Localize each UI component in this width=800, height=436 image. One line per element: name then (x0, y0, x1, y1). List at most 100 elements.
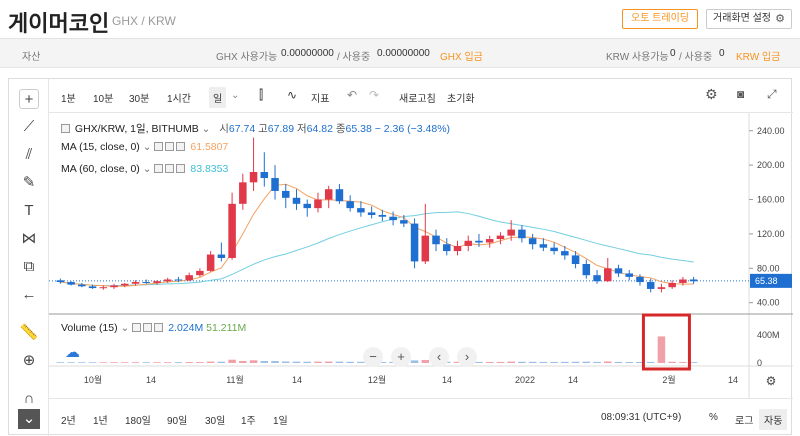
volume-remove-icon[interactable] (154, 323, 164, 332)
interval-1d[interactable]: 일 (209, 87, 227, 108)
fib-icon[interactable]: ⫽ (25, 146, 33, 163)
ruler-icon[interactable]: 📏 (19, 324, 39, 341)
candle-body (528, 238, 537, 245)
ma60-dropdown-icon[interactable]: ⌄ (142, 163, 152, 175)
candle-body (271, 178, 279, 191)
price-tick-label: 240.00 (757, 126, 785, 136)
range-1y[interactable]: 1년 (93, 416, 108, 427)
settings-gear-icon[interactable]: ⚙ (705, 86, 718, 102)
range-2y[interactable]: 2년 (61, 416, 76, 427)
interval-10m[interactable]: 10분 (93, 94, 114, 105)
candle-body (303, 203, 311, 209)
magnet-icon[interactable]: ∩ (23, 390, 35, 407)
time-tick-label: 14 (728, 375, 738, 385)
screen-settings-button[interactable]: 거래화면 설정 ⚙ (706, 9, 792, 29)
candle-body (121, 283, 129, 286)
krw-deposit-link[interactable]: KRW 입금 (736, 52, 781, 63)
symbol-name[interactable]: GHX/KRW, 1일, BITHUMB (74, 123, 199, 135)
candle-body (646, 282, 655, 289)
trend-line-icon[interactable]: ⟋ (23, 118, 35, 135)
ma60-label[interactable]: MA (60, close, 0) (61, 163, 140, 175)
auto-toggle[interactable]: 자동 (759, 409, 788, 430)
range-1d[interactable]: 1일 (273, 416, 288, 427)
volume-bar (88, 362, 97, 363)
ma15-settings-icon[interactable] (165, 142, 175, 151)
percent-toggle[interactable]: % (709, 412, 718, 423)
ghx-available-value: 0.00000000 (281, 48, 334, 59)
open-value: 67.74 (228, 123, 256, 135)
candle-body (582, 264, 591, 276)
volume-bar (507, 361, 515, 363)
candle-body (657, 287, 666, 289)
page-header: 게이머코인 GHX / KRW 오토 트레이딩 거래화면 설정 ⚙ (0, 0, 800, 38)
text-tool-icon[interactable]: T (24, 202, 34, 219)
interval-30m[interactable]: 30분 (129, 94, 150, 105)
volume-dropdown-icon[interactable]: ⌄ (120, 322, 130, 334)
zoom-out-button[interactable]: − (363, 347, 383, 367)
redo-icon[interactable]: ↷ (369, 88, 380, 102)
ma60-settings-icon[interactable] (165, 164, 175, 173)
volume-bar (593, 361, 601, 363)
candle-type-icon[interactable]: ⫿ (259, 87, 264, 102)
arrow-left-icon[interactable]: ← (21, 286, 37, 303)
interval-1m[interactable]: 1분 (61, 94, 76, 105)
reset-button[interactable]: 초기화 (447, 94, 475, 105)
ma15-remove-icon[interactable] (176, 142, 186, 151)
brush-icon[interactable]: ✎ (22, 174, 36, 191)
auto-trade-button[interactable]: 오토 트레이딩 (622, 9, 698, 29)
coin-pair: GHX / KRW (112, 14, 176, 28)
scroll-left-button[interactable]: ‹ (429, 347, 449, 367)
ma15-label[interactable]: MA (15, close, 0) (61, 141, 140, 153)
interval-1h[interactable]: 1시간 (167, 94, 191, 105)
interval-dropdown-icon[interactable]: ⌄ (231, 90, 240, 101)
log-toggle[interactable]: 로그 (735, 416, 754, 427)
measure-icon[interactable]: ⧉ (23, 258, 35, 275)
candle-body (636, 276, 644, 283)
time-tick-label: 14 (568, 375, 578, 385)
range-90d[interactable]: 90일 (167, 416, 188, 427)
volume-bar (185, 362, 193, 363)
candle-body (88, 286, 97, 289)
candle-body (99, 287, 108, 289)
ma15-visibility-icon[interactable] (154, 142, 164, 151)
range-180d[interactable]: 180일 (125, 416, 151, 427)
ma60-visibility-icon[interactable] (154, 164, 164, 173)
price-tick-label: 120.00 (757, 229, 785, 239)
chevron-down-icon[interactable]: ⌄ (18, 409, 40, 429)
collapse-icon[interactable] (61, 124, 70, 133)
zoom-in-icon[interactable]: ⊕ (22, 352, 36, 369)
symbol-dropdown-icon[interactable]: ⌄ (201, 123, 211, 135)
indicator-button[interactable]: 지표 (311, 94, 330, 105)
candle-body (421, 235, 430, 262)
ma15-line (60, 183, 694, 287)
volume-bar (636, 361, 644, 363)
volume-label[interactable]: Volume (15) (61, 322, 118, 334)
volume-bar (668, 361, 676, 363)
camera-icon[interactable]: ◙ (737, 87, 745, 101)
candle-body (443, 244, 451, 252)
refresh-button[interactable]: 새로고침 (399, 94, 436, 105)
range-1w[interactable]: 1주 (241, 416, 256, 427)
volume-settings-icon[interactable] (143, 323, 153, 332)
ghx-deposit-link[interactable]: GHX 입금 (440, 52, 483, 63)
volume-bar (324, 361, 333, 363)
undo-icon[interactable]: ↶ (347, 88, 358, 102)
volume-bar (292, 361, 301, 363)
crosshair-icon[interactable]: + (19, 89, 39, 109)
ma60-remove-icon[interactable] (176, 164, 186, 173)
indicator-icon[interactable]: ∿ (287, 88, 298, 102)
price-chart[interactable]: 40.00 80.00 120.00 160.00 200.00 240.00 0 400M 6… (49, 113, 793, 398)
fullscreen-icon[interactable]: ⤢ (767, 87, 777, 101)
price-tick-label: 200.00 (757, 160, 785, 170)
ma15-dropdown-icon[interactable]: ⌄ (142, 141, 152, 153)
volume-bar (453, 361, 462, 363)
clock-time[interactable]: 08:09:31 (UTC+9) (601, 412, 682, 423)
pattern-icon[interactable]: ⋈ (21, 230, 37, 247)
chart-toolbar: 1분 10분 30분 1시간 일 ⌄ ⫿ ∿ 지표 ↶ ↷ 새로고침 초기화 ⚙… (49, 79, 793, 113)
candle-body (185, 275, 193, 281)
candle-body (689, 279, 698, 282)
zoom-in-button[interactable]: + (391, 347, 411, 367)
scroll-right-button[interactable]: › (457, 347, 477, 367)
range-30d[interactable]: 30일 (205, 416, 226, 427)
volume-visibility-icon[interactable] (132, 323, 142, 332)
